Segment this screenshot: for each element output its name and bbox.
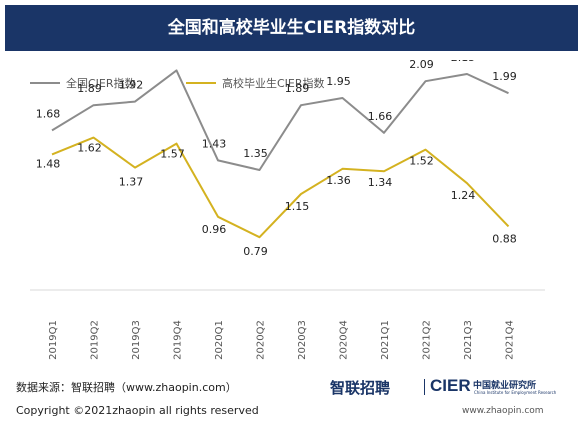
chart-title: 全国和高校毕业生CIER指数对比 [5,5,578,51]
data-label-2-12: 0.88 [492,232,517,245]
line-chart: 全国CIER指数 高校毕业生CIER指数 1.681.891.922.181.43… [30,60,545,360]
data-label-2-9: 1.34 [368,176,393,189]
x-tick-label-1: 2019Q1 [48,320,59,360]
x-tick-label-3: 2019Q3 [131,320,142,360]
x-tick-label-12: 2021Q4 [505,320,516,360]
data-label-1-9: 1.66 [368,110,393,123]
data-label-2-1: 1.48 [36,157,61,170]
data-label-2-2: 1.62 [77,142,102,155]
data-label-1-1: 1.68 [36,107,61,120]
data-label-2-5: 0.96 [202,223,227,236]
x-tick-label-7: 2020Q3 [297,320,308,360]
legend: 全国CIER指数 高校毕业生CIER指数 [30,76,325,90]
data-label-1-8: 1.95 [326,75,351,88]
data-label-1-12: 1.99 [492,70,517,83]
data-label-1-11: 2.15 [451,60,476,64]
data-label-2-3: 1.37 [119,176,144,189]
x-tick-label-2: 2019Q2 [90,320,101,360]
data-label-2-10: 1.52 [409,155,434,168]
zhaopin-logo: 智联招聘 [330,379,391,397]
data-label-1-2: 1.89 [77,82,102,95]
data-label-2-4: 1.57 [160,148,185,161]
x-tick-label-4: 2019Q4 [173,320,184,360]
data-label-2-7: 1.15 [285,200,310,213]
x-tick-label-6: 2020Q2 [256,320,267,360]
data-label-1-6: 1.35 [243,147,268,160]
cier-logo: CIER [430,376,471,395]
website-url: www.zhaopin.com [462,406,544,416]
x-tick-label-10: 2021Q2 [422,320,433,360]
plot-area: 1.681.891.922.181.431.351.891.951.662.09… [30,60,545,360]
x-tick-label-11: 2021Q3 [463,320,474,360]
institute-name: 中国就业研究所 [473,381,537,391]
data-label-1-10: 2.09 [409,60,434,71]
series-line-1 [51,69,509,171]
copyright: Copyright ©2021zhaopin all rights reserv… [16,404,259,417]
x-tick-label-9: 2021Q1 [380,320,391,360]
x-tick-label-5: 2020Q1 [214,320,225,360]
logo-divider [424,379,425,395]
legend-label-2: 高校毕业生CIER指数 [222,76,325,90]
data-label-1-7: 1.89 [285,82,310,95]
data-label-2-6: 0.79 [243,245,268,258]
data-label-1-3: 1.92 [119,79,144,92]
data-label-2-8: 1.36 [326,174,351,187]
data-label-1-5: 1.43 [202,137,227,150]
data-source: 数据来源：智联招聘（www.zhaopin.com） [16,381,237,394]
x-tick-label-8: 2020Q4 [339,320,350,360]
institute-name-en: China Institute for Employment Research [474,390,557,395]
legend-label-1: 全国CIER指数 [66,76,136,90]
series-line-2 [51,136,510,239]
data-label-2-11: 1.24 [451,189,476,202]
